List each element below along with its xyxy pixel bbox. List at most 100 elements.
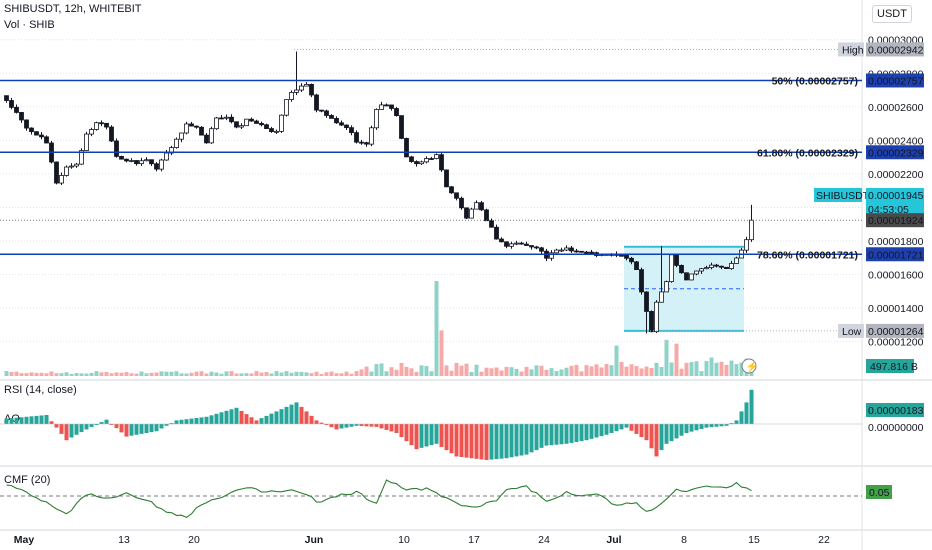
candle-body bbox=[449, 186, 454, 194]
candle-body bbox=[699, 268, 704, 272]
candle-body bbox=[519, 242, 524, 245]
ao-bar bbox=[119, 424, 124, 433]
volume-bar bbox=[199, 371, 204, 376]
ao-bar bbox=[679, 424, 684, 436]
ao-bar bbox=[349, 424, 354, 427]
candle bbox=[259, 121, 264, 127]
ao-bar bbox=[574, 424, 579, 442]
ao-bar bbox=[29, 416, 34, 424]
candle-body bbox=[14, 106, 19, 113]
candle bbox=[334, 116, 339, 124]
volume-bar bbox=[209, 371, 214, 376]
candle-body bbox=[179, 132, 184, 140]
candle bbox=[414, 160, 419, 167]
candle-body bbox=[539, 247, 544, 252]
volume-bar bbox=[94, 371, 99, 376]
ao-bar bbox=[569, 424, 574, 443]
ao-value-bg bbox=[866, 403, 924, 417]
ao-bar bbox=[504, 424, 509, 459]
candle-body bbox=[144, 159, 149, 162]
candle-body bbox=[709, 264, 714, 268]
ao-bar bbox=[24, 416, 29, 424]
candle bbox=[714, 263, 719, 268]
candle-body bbox=[194, 125, 199, 128]
candle bbox=[39, 132, 44, 140]
volume-bar bbox=[544, 369, 549, 376]
candle-body bbox=[139, 160, 144, 165]
volume-bar bbox=[154, 372, 159, 376]
ao-bar bbox=[269, 413, 274, 424]
candle bbox=[264, 123, 269, 129]
ao-bar bbox=[64, 424, 69, 441]
candle-body bbox=[189, 123, 194, 127]
volume-bar bbox=[689, 362, 694, 376]
cmf-value-bg bbox=[866, 485, 892, 499]
volume-bar bbox=[404, 366, 409, 376]
volume-bar bbox=[724, 364, 729, 376]
ao-bar bbox=[69, 424, 74, 438]
candle bbox=[499, 237, 504, 243]
ao-bar bbox=[564, 424, 569, 444]
candle-body bbox=[309, 84, 314, 96]
ao-bar bbox=[699, 424, 704, 429]
ao-bar bbox=[414, 424, 419, 450]
candle-body bbox=[719, 265, 724, 268]
y-tick-label: 0.00002400 bbox=[868, 135, 924, 147]
ao-bar bbox=[344, 424, 349, 428]
volume-bar bbox=[329, 371, 334, 376]
volume-bar bbox=[489, 368, 494, 376]
candle bbox=[574, 248, 579, 253]
candle-body bbox=[69, 165, 74, 168]
candle-body bbox=[34, 131, 39, 136]
candle-body bbox=[729, 263, 734, 269]
candle bbox=[109, 125, 114, 142]
volume-bar bbox=[699, 371, 704, 376]
candle-body bbox=[674, 254, 679, 266]
ao-bar bbox=[364, 424, 369, 427]
ao-bar bbox=[79, 424, 84, 433]
volume-bar bbox=[389, 367, 394, 376]
candle bbox=[479, 200, 484, 211]
candle bbox=[429, 156, 434, 160]
candle bbox=[364, 141, 369, 147]
currency-label[interactable]: USDT bbox=[872, 5, 912, 23]
candle bbox=[539, 246, 544, 254]
volume-bar bbox=[424, 366, 429, 376]
candle-body bbox=[259, 123, 264, 126]
candle-body bbox=[154, 163, 159, 170]
candle-body bbox=[239, 125, 244, 128]
ao-bar bbox=[189, 418, 194, 424]
candle-body bbox=[99, 122, 104, 125]
volume-bar bbox=[249, 373, 254, 376]
candle bbox=[494, 224, 499, 240]
ao-bar bbox=[549, 424, 554, 446]
volume-bar bbox=[734, 364, 739, 376]
ao-bar bbox=[194, 418, 199, 424]
candle-body bbox=[254, 120, 259, 124]
volume-bar bbox=[334, 373, 339, 376]
candle-body bbox=[629, 257, 634, 263]
ao-bar bbox=[99, 422, 104, 424]
volume-bar bbox=[54, 373, 59, 376]
cmf-line bbox=[6, 479, 752, 519]
candle-body bbox=[294, 89, 299, 93]
volume-bar bbox=[244, 373, 249, 376]
volume-bar bbox=[464, 363, 469, 376]
ao-bar bbox=[554, 424, 559, 445]
ao-bar bbox=[389, 424, 394, 432]
volume-bar bbox=[84, 373, 89, 376]
ao-bar bbox=[74, 424, 79, 435]
ao-bar bbox=[179, 419, 184, 424]
candle bbox=[139, 157, 144, 166]
last-price-value: 0.00001924 bbox=[868, 215, 924, 227]
candle-body bbox=[224, 116, 229, 119]
ao-bar bbox=[59, 424, 64, 434]
volume-bar bbox=[14, 371, 19, 376]
volume-bar bbox=[554, 371, 559, 376]
volume-bar bbox=[9, 371, 14, 376]
ao-bar bbox=[489, 424, 494, 460]
ao-bar bbox=[514, 424, 519, 457]
candle-body bbox=[339, 122, 344, 126]
candle bbox=[434, 153, 439, 160]
